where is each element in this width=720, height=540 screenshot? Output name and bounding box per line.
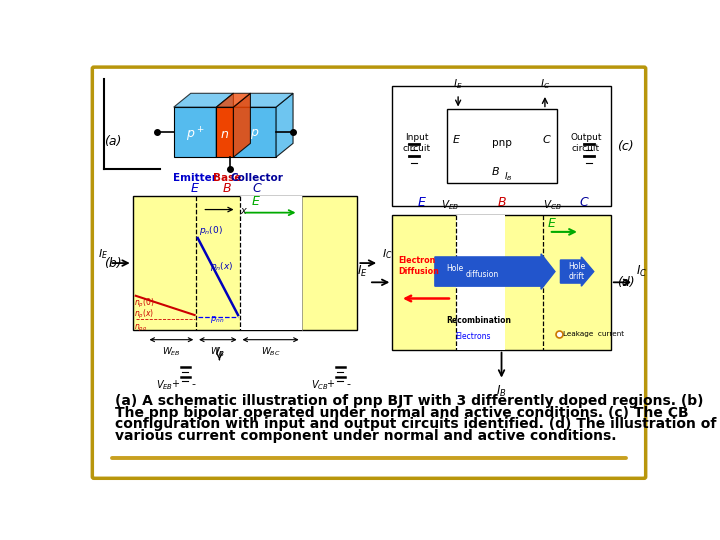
Text: $W_{EB}$: $W_{EB}$ — [162, 346, 181, 359]
Text: $V_{EB}$: $V_{EB}$ — [441, 198, 459, 212]
Polygon shape — [216, 93, 233, 157]
Text: $p_{nn}$: $p_{nn}$ — [210, 314, 225, 325]
Text: $I_C$: $I_C$ — [636, 264, 647, 279]
FancyBboxPatch shape — [446, 110, 557, 183]
Text: B: B — [492, 167, 499, 177]
Text: (d): (d) — [617, 276, 634, 289]
Text: Electron
Diffusion: Electron Diffusion — [398, 256, 439, 276]
Polygon shape — [174, 107, 216, 157]
Text: $p$: $p$ — [250, 127, 259, 141]
Text: The pnp bipolar operated under normal and active conditions. (c) The CB: The pnp bipolar operated under normal an… — [114, 406, 688, 420]
Text: $I_E$: $I_E$ — [98, 247, 108, 261]
Text: $E$: $E$ — [251, 195, 261, 208]
FancyArrow shape — [560, 257, 594, 286]
Text: Recombination: Recombination — [446, 315, 511, 325]
FancyBboxPatch shape — [392, 215, 611, 350]
Text: $V_{EB}$: $V_{EB}$ — [156, 378, 173, 392]
Polygon shape — [216, 107, 233, 157]
Text: B: B — [498, 196, 506, 209]
Text: $V_{CB}$: $V_{CB}$ — [544, 198, 562, 212]
Text: $I_E$: $I_E$ — [357, 264, 367, 279]
Text: (a): (a) — [104, 136, 122, 148]
Text: Input
circuit: Input circuit — [403, 133, 431, 153]
Text: $n_p(0)$: $n_p(0)$ — [134, 298, 155, 310]
Text: $n_p(x)$: $n_p(x)$ — [134, 308, 155, 321]
FancyBboxPatch shape — [132, 195, 357, 330]
Polygon shape — [233, 107, 276, 157]
Text: Hole
drift: Hole drift — [568, 262, 585, 281]
Text: C: C — [580, 196, 588, 209]
Text: Electrons: Electrons — [455, 332, 490, 341]
Text: +: + — [171, 380, 179, 389]
FancyBboxPatch shape — [456, 215, 505, 350]
Text: pnp: pnp — [492, 138, 511, 148]
Text: $p_n(x)$: $p_n(x)$ — [210, 260, 234, 273]
Text: Base: Base — [213, 173, 241, 183]
Text: $I_B$: $I_B$ — [215, 345, 224, 359]
Text: diffusion: diffusion — [466, 270, 499, 279]
Polygon shape — [216, 93, 251, 107]
Text: Collector: Collector — [230, 173, 284, 183]
Text: E: E — [418, 196, 426, 209]
Text: -: - — [192, 380, 196, 389]
Text: C: C — [543, 135, 550, 145]
Text: $p^+$: $p^+$ — [186, 125, 204, 144]
FancyBboxPatch shape — [92, 67, 646, 478]
Text: $I_E$: $I_E$ — [454, 77, 463, 91]
Text: Emitter: Emitter — [173, 173, 217, 183]
Text: Output
circuit: Output circuit — [570, 133, 602, 153]
Text: $n$: $n$ — [220, 128, 230, 141]
Text: $I_B$: $I_B$ — [496, 383, 507, 399]
Text: $n_{po}$: $n_{po}$ — [134, 323, 148, 334]
Text: $x$: $x$ — [240, 206, 248, 217]
Text: (b): (b) — [104, 256, 122, 269]
Polygon shape — [233, 93, 251, 157]
Text: +: + — [326, 380, 334, 389]
Text: various current component under normal and active conditions.: various current component under normal a… — [114, 429, 616, 443]
Polygon shape — [233, 93, 293, 107]
Text: $W_B$: $W_B$ — [210, 346, 225, 359]
Text: B: B — [223, 182, 232, 195]
Text: $E$: $E$ — [547, 217, 557, 230]
Text: C: C — [253, 182, 261, 195]
Text: $V_{CB}$: $V_{CB}$ — [311, 378, 328, 392]
Text: E: E — [453, 135, 459, 145]
Text: $W_{BC}$: $W_{BC}$ — [261, 346, 280, 359]
Text: Hole: Hole — [446, 264, 464, 273]
Text: configuration with input and output circuits identified. (d) The illustration of: configuration with input and output circ… — [114, 417, 716, 431]
Polygon shape — [276, 93, 293, 157]
Text: -: - — [346, 380, 351, 389]
Text: $I_C$: $I_C$ — [382, 247, 393, 261]
Text: Leakage  current: Leakage current — [563, 330, 624, 336]
Text: $I_B$: $I_B$ — [504, 170, 513, 183]
Text: (c): (c) — [617, 139, 634, 152]
FancyBboxPatch shape — [240, 195, 302, 330]
Text: $p_n(0)$: $p_n(0)$ — [199, 224, 223, 237]
Polygon shape — [174, 93, 233, 107]
Text: $I_C$: $I_C$ — [540, 77, 550, 91]
FancyArrow shape — [435, 254, 555, 289]
Text: (a) A schematic illustration of pnp BJT with 3 differently doped regions. (b): (a) A schematic illustration of pnp BJT … — [114, 394, 703, 408]
FancyBboxPatch shape — [392, 86, 611, 206]
Text: E: E — [191, 182, 199, 195]
